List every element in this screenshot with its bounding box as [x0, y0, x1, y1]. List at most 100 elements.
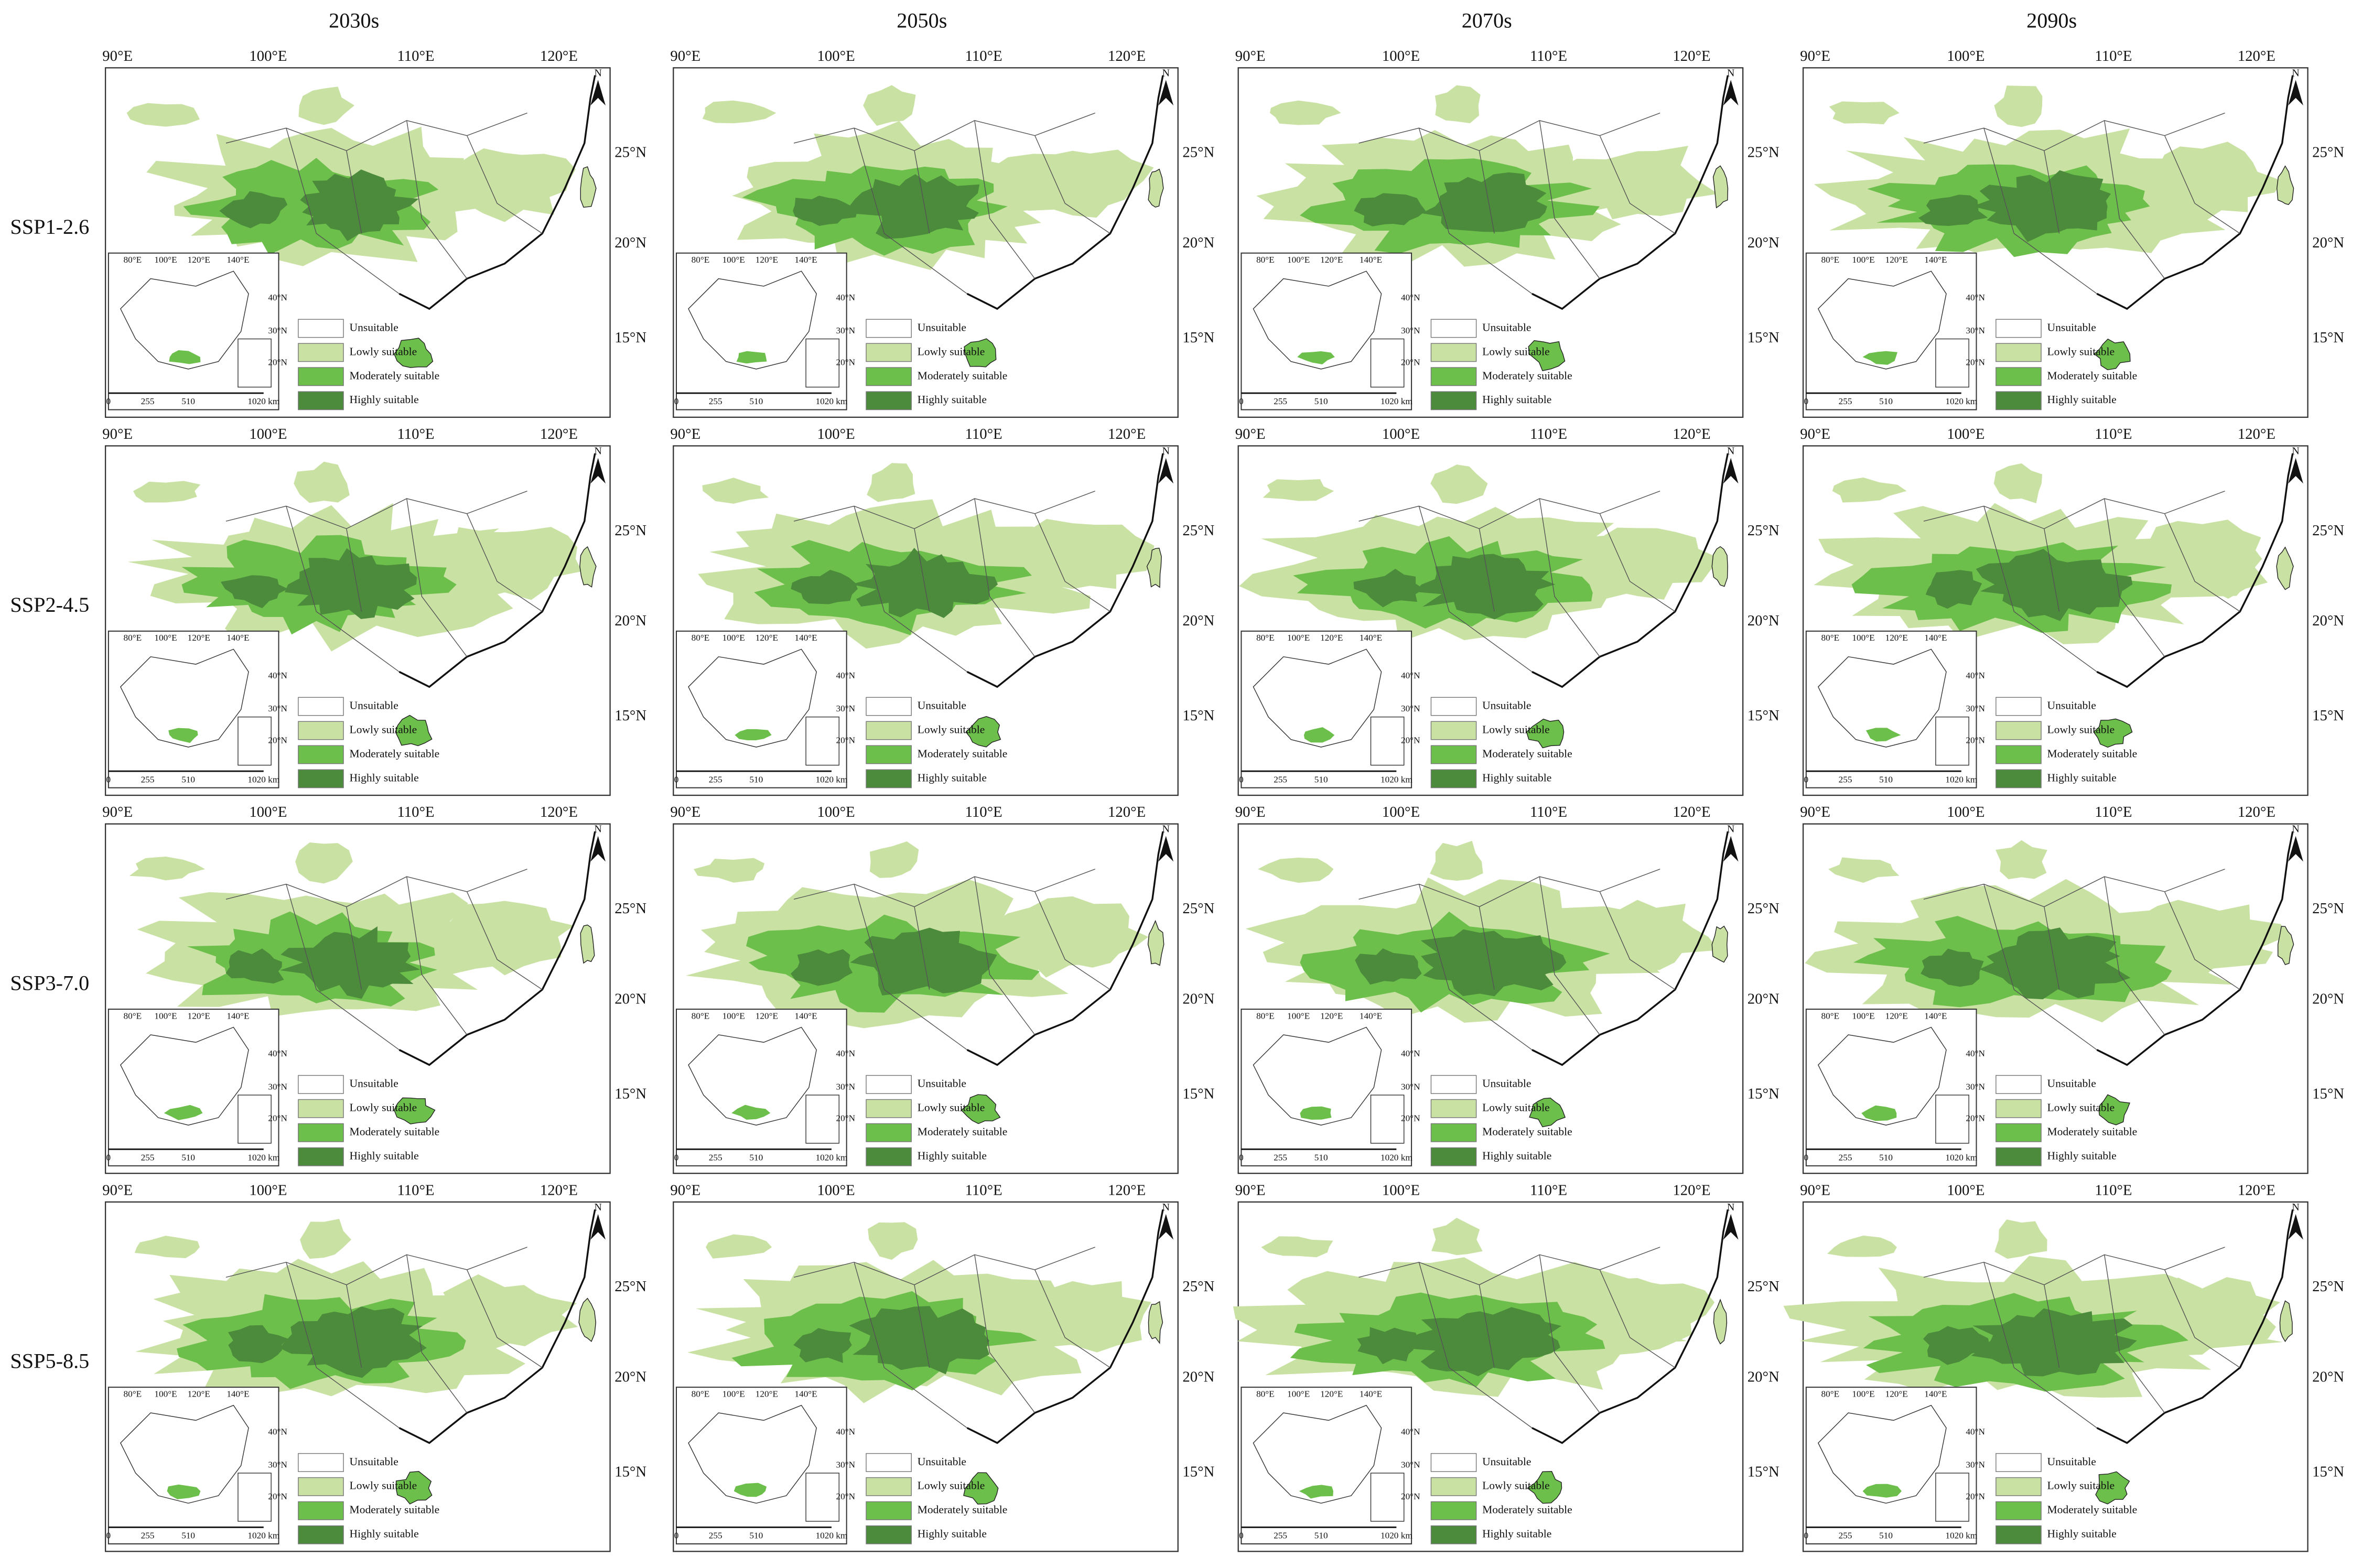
lat-label: 20°N — [614, 1369, 646, 1386]
lon-label: 90°E — [102, 48, 133, 64]
north-arrow — [2288, 80, 2303, 106]
inset-lon-label: 100°E — [722, 1011, 745, 1021]
lon-label: 110°E — [397, 1182, 434, 1198]
legend-swatch — [866, 1477, 912, 1496]
inset-lon-label: 100°E — [154, 633, 177, 643]
inset-lon-label: 120°E — [756, 255, 778, 265]
scale-label: 510 — [181, 1531, 195, 1541]
lat-label: 20°N — [614, 612, 646, 629]
area-high — [1404, 1307, 1561, 1377]
area-high — [220, 575, 288, 609]
taiwan — [1711, 546, 1728, 587]
lon-label: 120°E — [540, 1182, 578, 1198]
inset-area — [1300, 1106, 1332, 1120]
legend-swatch — [1430, 1453, 1477, 1472]
boundaries — [1358, 869, 1676, 1051]
column-header: 2030s — [329, 8, 379, 32]
lat-label: 20°N — [1748, 1369, 1779, 1386]
inset-map: 80°E 100°E 120°E 140°E 40°N 30°N 20°N 0 255 510 10… — [1804, 630, 1985, 788]
legend-swatch — [298, 721, 344, 740]
legend-label: Highly suitable — [2047, 393, 2117, 406]
legend-swatch — [1996, 1075, 2042, 1094]
inset-lon-label: 80°E — [692, 1389, 710, 1399]
lat-label: 25°N — [614, 900, 646, 917]
area-high — [1971, 1308, 2137, 1377]
legend-label: Unsuitable — [918, 321, 966, 333]
lon-label: 90°E — [102, 804, 133, 820]
taiwan — [1711, 925, 1728, 963]
inset-lon-label: 80°E — [1256, 633, 1275, 643]
inset-lon-label: 140°E — [794, 1011, 817, 1021]
north-label: N — [1162, 1202, 1170, 1213]
inset-outline — [1817, 648, 1947, 748]
scale-label: 255 — [1274, 1152, 1287, 1162]
inset-lon-label: 140°E — [1924, 633, 1947, 643]
north-arrow — [1723, 458, 1739, 484]
legend-label: Lowly suitable — [350, 1101, 417, 1114]
scale-label: 1020 km — [1945, 1152, 1977, 1162]
legend-label: Unsuitable — [2047, 699, 2096, 711]
area-low — [1995, 840, 2047, 880]
boundaries — [1358, 1247, 1676, 1429]
lat-label: 25°N — [614, 144, 646, 161]
legend-label: Moderately suitable — [350, 747, 440, 760]
legend-swatch — [1430, 697, 1477, 716]
lon-label: 110°E — [965, 1182, 1002, 1198]
scale-label: 0 — [106, 396, 111, 406]
legend-swatch — [866, 1525, 912, 1544]
map-panel: N 90°E 100°E 110°E 120°E 25°N 20°N 15°N 80°E 100°… — [670, 48, 1215, 418]
area-low — [1559, 146, 1719, 220]
legend-swatch — [298, 1501, 344, 1520]
scale-label: 1020 km — [1380, 396, 1412, 406]
area-low — [295, 842, 353, 884]
inset-frame — [107, 252, 279, 410]
lon-label: 120°E — [1673, 1182, 1710, 1198]
lon-label: 110°E — [397, 48, 434, 64]
legend-label: Lowly suitable — [2047, 345, 2115, 358]
inset-outline — [1253, 1404, 1382, 1504]
inset-map: 80°E 100°E 120°E 140°E 40°N 30°N 20°N 0 255 510 10… — [1239, 630, 1420, 788]
legend-label: Moderately suitable — [350, 369, 440, 382]
inset-box — [238, 338, 272, 388]
inset-outline — [688, 648, 817, 748]
area-low — [868, 1222, 918, 1260]
lat-label: 15°N — [1748, 1464, 1779, 1480]
scale-label: 1020 km — [816, 396, 848, 406]
inset-lon-label: 120°E — [1320, 1011, 1343, 1021]
legend-label: Highly suitable — [918, 1150, 987, 1162]
inset-lon-label: 100°E — [722, 255, 745, 265]
legend-swatch — [298, 1525, 344, 1544]
area-low — [129, 856, 206, 881]
legend-label: Highly suitable — [918, 393, 987, 406]
inset-lat-label: 30°N — [268, 1460, 287, 1470]
inset-frame — [1805, 630, 1977, 788]
scale-label: 510 — [181, 1152, 195, 1162]
scale-label: 255 — [141, 774, 155, 784]
inset-lat-label: 30°N — [1966, 326, 1985, 336]
row-label: SSP3-7.0 — [10, 971, 89, 994]
area-low — [436, 1274, 578, 1347]
inset-area — [167, 1484, 201, 1499]
inset-area — [734, 1483, 767, 1497]
scale-label: 0 — [1239, 1152, 1244, 1162]
legend-label: Unsuitable — [918, 1455, 966, 1468]
hainan — [394, 338, 434, 368]
area-low — [1993, 463, 2043, 503]
inset-outline — [120, 648, 249, 748]
boundaries — [793, 1247, 1110, 1429]
scale-label: 255 — [709, 1531, 722, 1541]
scale-label: 1020 km — [816, 1531, 848, 1541]
area-low — [300, 1218, 352, 1259]
legend-label: Moderately suitable — [350, 1504, 440, 1516]
lon-label: 110°E — [2095, 1182, 2132, 1198]
inset-lon-label: 140°E — [1924, 255, 1947, 265]
map-panel: N 90°E 100°E 110°E 120°E 25°N 20°N 15°N 80°E 100°… — [102, 426, 646, 796]
taiwan — [1146, 547, 1162, 588]
inset-lat-label: 20°N — [1966, 357, 1985, 367]
scale-label: 510 — [1314, 396, 1328, 406]
inset-lat-label: 30°N — [1966, 1082, 1985, 1091]
area-low — [1270, 100, 1341, 125]
legend-swatch — [1430, 1099, 1477, 1118]
inset-outline — [688, 271, 817, 370]
inset-lon-label: 120°E — [1885, 633, 1908, 643]
